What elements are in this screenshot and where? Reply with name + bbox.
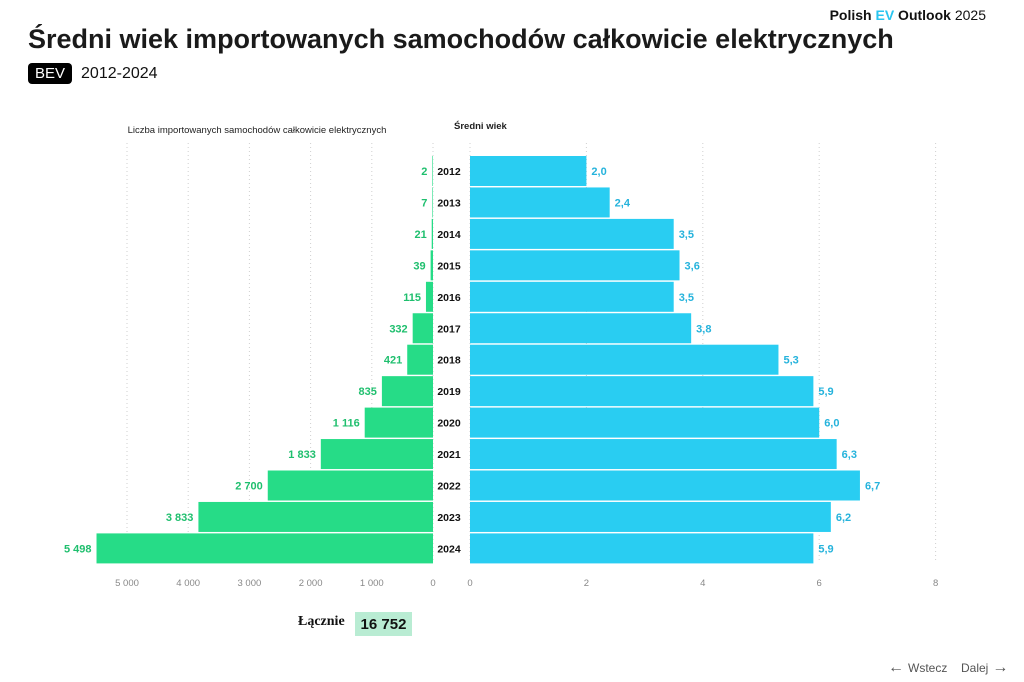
page-title: Średni wiek importowanych samochodów cał… (28, 24, 894, 54)
right-axis-tick-label: 8 (933, 578, 938, 589)
count-bar (267, 470, 433, 501)
age-data-label: 2,0 (591, 166, 606, 178)
count-bar (364, 407, 433, 438)
count-data-label: 835 (359, 386, 377, 398)
age-data-label: 3,6 (685, 260, 700, 272)
left-axis-tick-label: 5 000 (115, 578, 139, 589)
total-value: 16 752 (355, 612, 412, 636)
count-data-label: 1 116 (333, 418, 360, 430)
age-bar (470, 407, 820, 438)
count-data-label: 5 498 (64, 543, 92, 555)
left-axis-tick-label: 2 000 (299, 578, 323, 589)
year-label: 2022 (437, 481, 461, 493)
year-label: 2012 (437, 166, 461, 178)
age-bar (470, 376, 814, 407)
year-label: 2015 (437, 260, 461, 272)
count-bar (381, 376, 433, 407)
age-data-label: 6,2 (836, 512, 851, 524)
year-label: 2017 (437, 323, 461, 335)
age-bar (470, 156, 587, 186)
age-data-label: 3,5 (679, 229, 694, 241)
left-series-title: Liczba importowanych samochodów całkowic… (128, 125, 387, 136)
count-data-label: 2 700 (235, 481, 263, 493)
count-data-label: 1 833 (288, 449, 316, 461)
count-bar (431, 218, 433, 249)
count-bar (412, 313, 433, 344)
year-label: 2018 (437, 355, 461, 367)
count-data-label: 21 (414, 229, 426, 241)
count-data-label: 421 (384, 355, 402, 367)
age-bar (470, 501, 831, 532)
age-bar (470, 470, 860, 501)
age-bar (470, 250, 680, 281)
count-data-label: 332 (389, 323, 407, 335)
right-axis-tick-label: 2 (584, 578, 589, 589)
arrow-right-icon: → (992, 659, 1009, 676)
count-bar (432, 156, 433, 186)
age-data-label: 6,3 (842, 449, 857, 461)
age-bar (470, 281, 674, 312)
period-label: 2012-2024 (81, 64, 158, 82)
count-data-label: 3 833 (166, 512, 194, 524)
year-label: 2023 (437, 512, 461, 524)
left-axis-tick-label: 4 000 (176, 578, 200, 589)
year-label: 2024 (437, 543, 461, 555)
year-label: 2016 (437, 292, 461, 304)
year-label: 2020 (437, 418, 461, 430)
right-axis-tick-label: 6 (817, 578, 822, 589)
brand-logo: Polish EV Outlook 2025 (829, 7, 986, 23)
age-bar (470, 187, 610, 218)
count-bar (320, 439, 433, 470)
back-button[interactable]: ← Wstecz (888, 659, 947, 677)
year-label: 2021 (437, 449, 461, 461)
right-axis-tick-label: 0 (467, 578, 472, 589)
age-bar (470, 439, 837, 470)
year-label: 2014 (437, 229, 461, 241)
subtitle-row: BEV 2012-2024 (28, 63, 158, 84)
left-axis-tick-label: 0 (430, 578, 435, 589)
year-label: 2019 (437, 386, 461, 398)
age-data-label: 6,0 (824, 418, 839, 430)
year-label: 2013 (437, 197, 461, 209)
left-axis-tick-label: 3 000 (238, 578, 262, 589)
right-series-title: Średni wiek (454, 120, 508, 132)
age-data-label: 5,3 (783, 355, 798, 367)
next-button[interactable]: Dalej → (961, 659, 1008, 677)
count-bar (432, 187, 433, 218)
bev-badge: BEV (28, 63, 73, 84)
count-data-label: 7 (421, 197, 427, 209)
count-bar (96, 533, 433, 564)
count-bar (430, 250, 433, 281)
total-label: Łącznie (298, 614, 345, 629)
count-data-label: 39 (413, 260, 425, 272)
age-data-label: 3,8 (696, 323, 711, 335)
count-bar (198, 501, 433, 532)
age-bar (470, 533, 814, 564)
age-data-label: 3,5 (679, 292, 694, 304)
count-bar (407, 344, 433, 375)
age-bar (470, 313, 692, 344)
age-data-label: 5,9 (818, 386, 833, 398)
age-data-label: 2,4 (615, 197, 631, 209)
count-bar (425, 281, 433, 312)
next-button-label: Dalej (961, 661, 989, 675)
count-data-label: 2 (421, 166, 427, 178)
age-data-label: 5,9 (818, 543, 833, 555)
left-axis-tick-label: 1 000 (360, 578, 384, 589)
age-bar (470, 344, 779, 375)
age-bar (470, 218, 674, 249)
right-axis-tick-label: 4 (700, 578, 705, 589)
age-data-label: 6,7 (865, 481, 880, 493)
count-data-label: 115 (403, 292, 421, 304)
back-button-label: Wstecz (908, 661, 948, 675)
arrow-left-icon: ← (888, 659, 904, 676)
